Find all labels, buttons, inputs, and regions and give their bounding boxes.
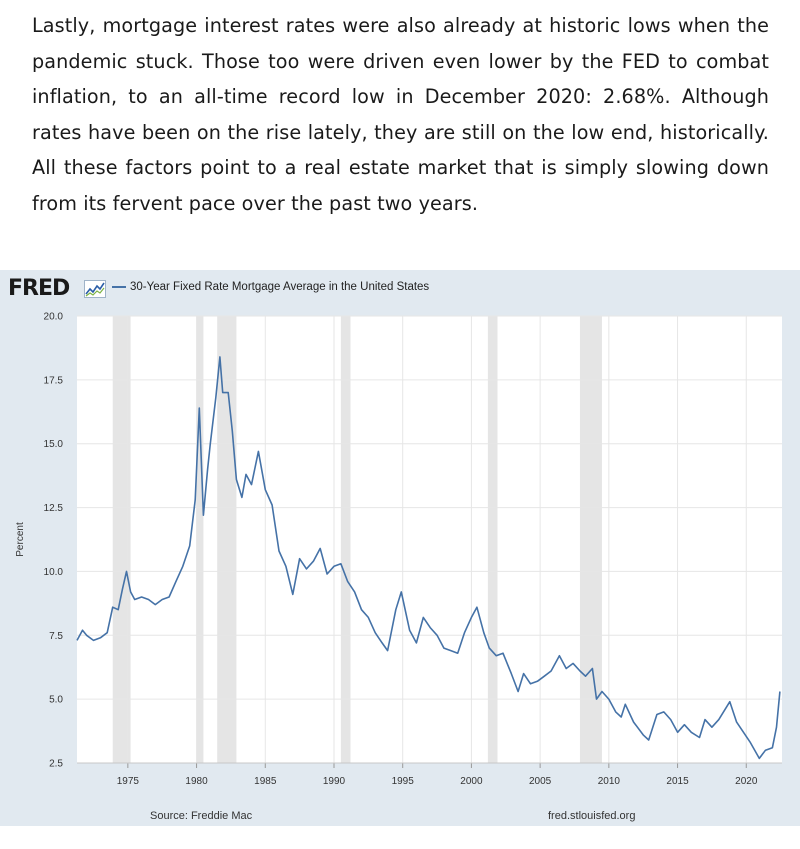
y-tick-label: 12.5: [44, 503, 64, 514]
y-axis-title: Percent: [15, 522, 26, 557]
fred-logo: FRED: [8, 276, 70, 301]
legend-swatch: [112, 286, 126, 288]
x-tick-label: 2000: [460, 776, 483, 787]
y-tick-label: 2.5: [49, 759, 63, 770]
series-line: [76, 356, 781, 760]
x-tick-label: 1980: [185, 776, 208, 787]
x-tick-label: 2010: [598, 776, 621, 787]
x-tick-label: 1990: [323, 776, 346, 787]
source-label: Source: Freddie Mac: [150, 810, 253, 822]
x-tick-label: 1975: [117, 776, 140, 787]
recession-band: [196, 316, 204, 763]
legend-label: 30-Year Fixed Rate Mortgage Average in t…: [130, 281, 430, 293]
site-url: fred.stlouisfed.org: [548, 810, 636, 822]
x-tick-label: 2005: [529, 776, 552, 787]
y-tick-label: 20.0: [44, 312, 64, 323]
recession-band: [112, 316, 131, 763]
chart-legend: 30-Year Fixed Rate Mortgage Average in t…: [112, 281, 429, 293]
y-tick-label: 10.0: [44, 567, 64, 578]
line-chart: 2.5 5.0 7.5 10.0 12.5 15.0 17.5 20.0 1975 1980 198…: [15, 312, 782, 787]
y-tick-label: 15.0: [44, 439, 64, 450]
x-tick-label: 1985: [254, 776, 277, 787]
x-tick-label: 2015: [666, 776, 689, 787]
recession-band: [217, 316, 237, 763]
x-tick-label: 2020: [735, 776, 758, 787]
plot-area: [77, 316, 782, 763]
recession-band: [579, 316, 602, 763]
y-tick-label: 7.5: [49, 631, 63, 642]
recession-band: [340, 316, 351, 763]
recession-band: [487, 316, 498, 763]
y-tick-label: 5.0: [49, 695, 63, 706]
article-paragraph: Lastly, mortgage interest rates were als…: [32, 14, 769, 215]
y-tick-label: 17.5: [44, 375, 64, 386]
x-tick-label: 1995: [392, 776, 415, 787]
fred-logo-icon: [84, 280, 106, 298]
